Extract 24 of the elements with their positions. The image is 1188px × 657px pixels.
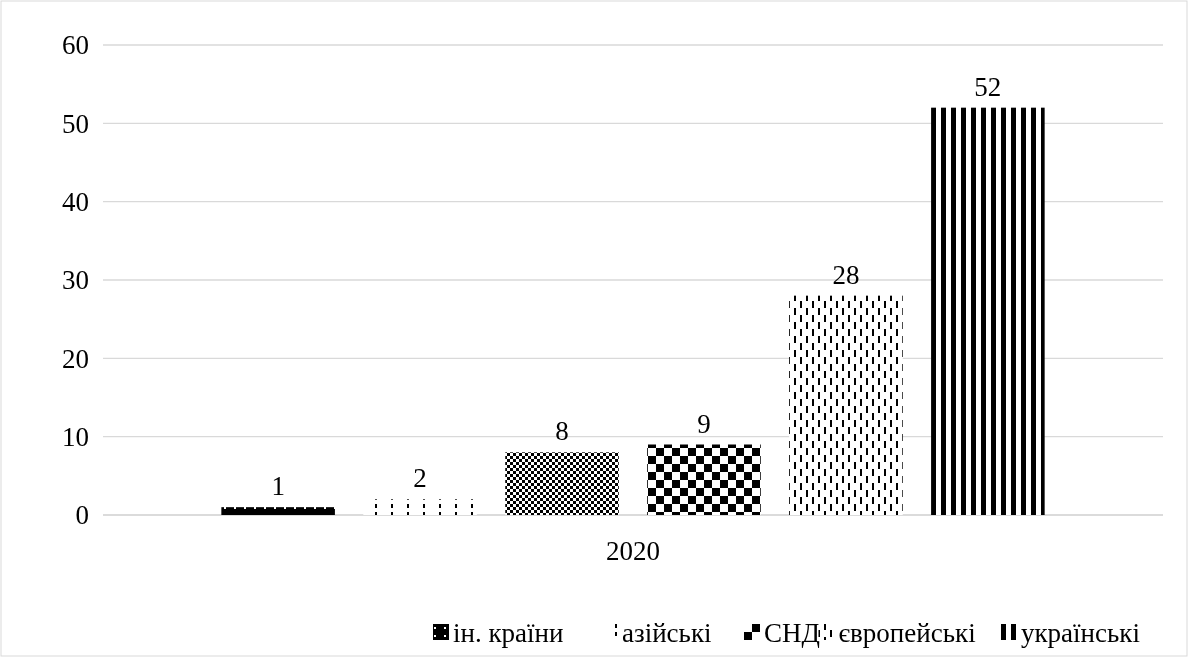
legend-label: азійські bbox=[622, 618, 712, 649]
y-tick-label: 60 bbox=[62, 30, 89, 61]
bar bbox=[647, 444, 761, 515]
x-tick-label: 2020 bbox=[606, 536, 660, 566]
bar bbox=[931, 107, 1045, 515]
y-tick-label: 30 bbox=[62, 265, 89, 296]
legend-label: ін. країни bbox=[453, 618, 564, 649]
legend-label: СНД bbox=[764, 618, 820, 649]
bar bbox=[221, 507, 335, 515]
legend-label: українські bbox=[1021, 618, 1140, 649]
data-label: 28 bbox=[832, 259, 860, 290]
data-label: 2 bbox=[413, 463, 427, 494]
bar bbox=[505, 452, 619, 515]
legend-label: європейські bbox=[838, 618, 976, 649]
data-label: 1 bbox=[271, 471, 285, 502]
y-tick-label: 20 bbox=[62, 343, 89, 374]
y-tick-label: 0 bbox=[75, 500, 89, 531]
bar bbox=[789, 295, 903, 515]
y-tick-label: 10 bbox=[62, 422, 89, 453]
y-tick-label: 50 bbox=[62, 108, 89, 139]
data-label: 8 bbox=[555, 416, 569, 447]
y-tick-label: 40 bbox=[62, 187, 89, 218]
data-label: 9 bbox=[697, 408, 711, 439]
data-label: 52 bbox=[974, 71, 1002, 102]
